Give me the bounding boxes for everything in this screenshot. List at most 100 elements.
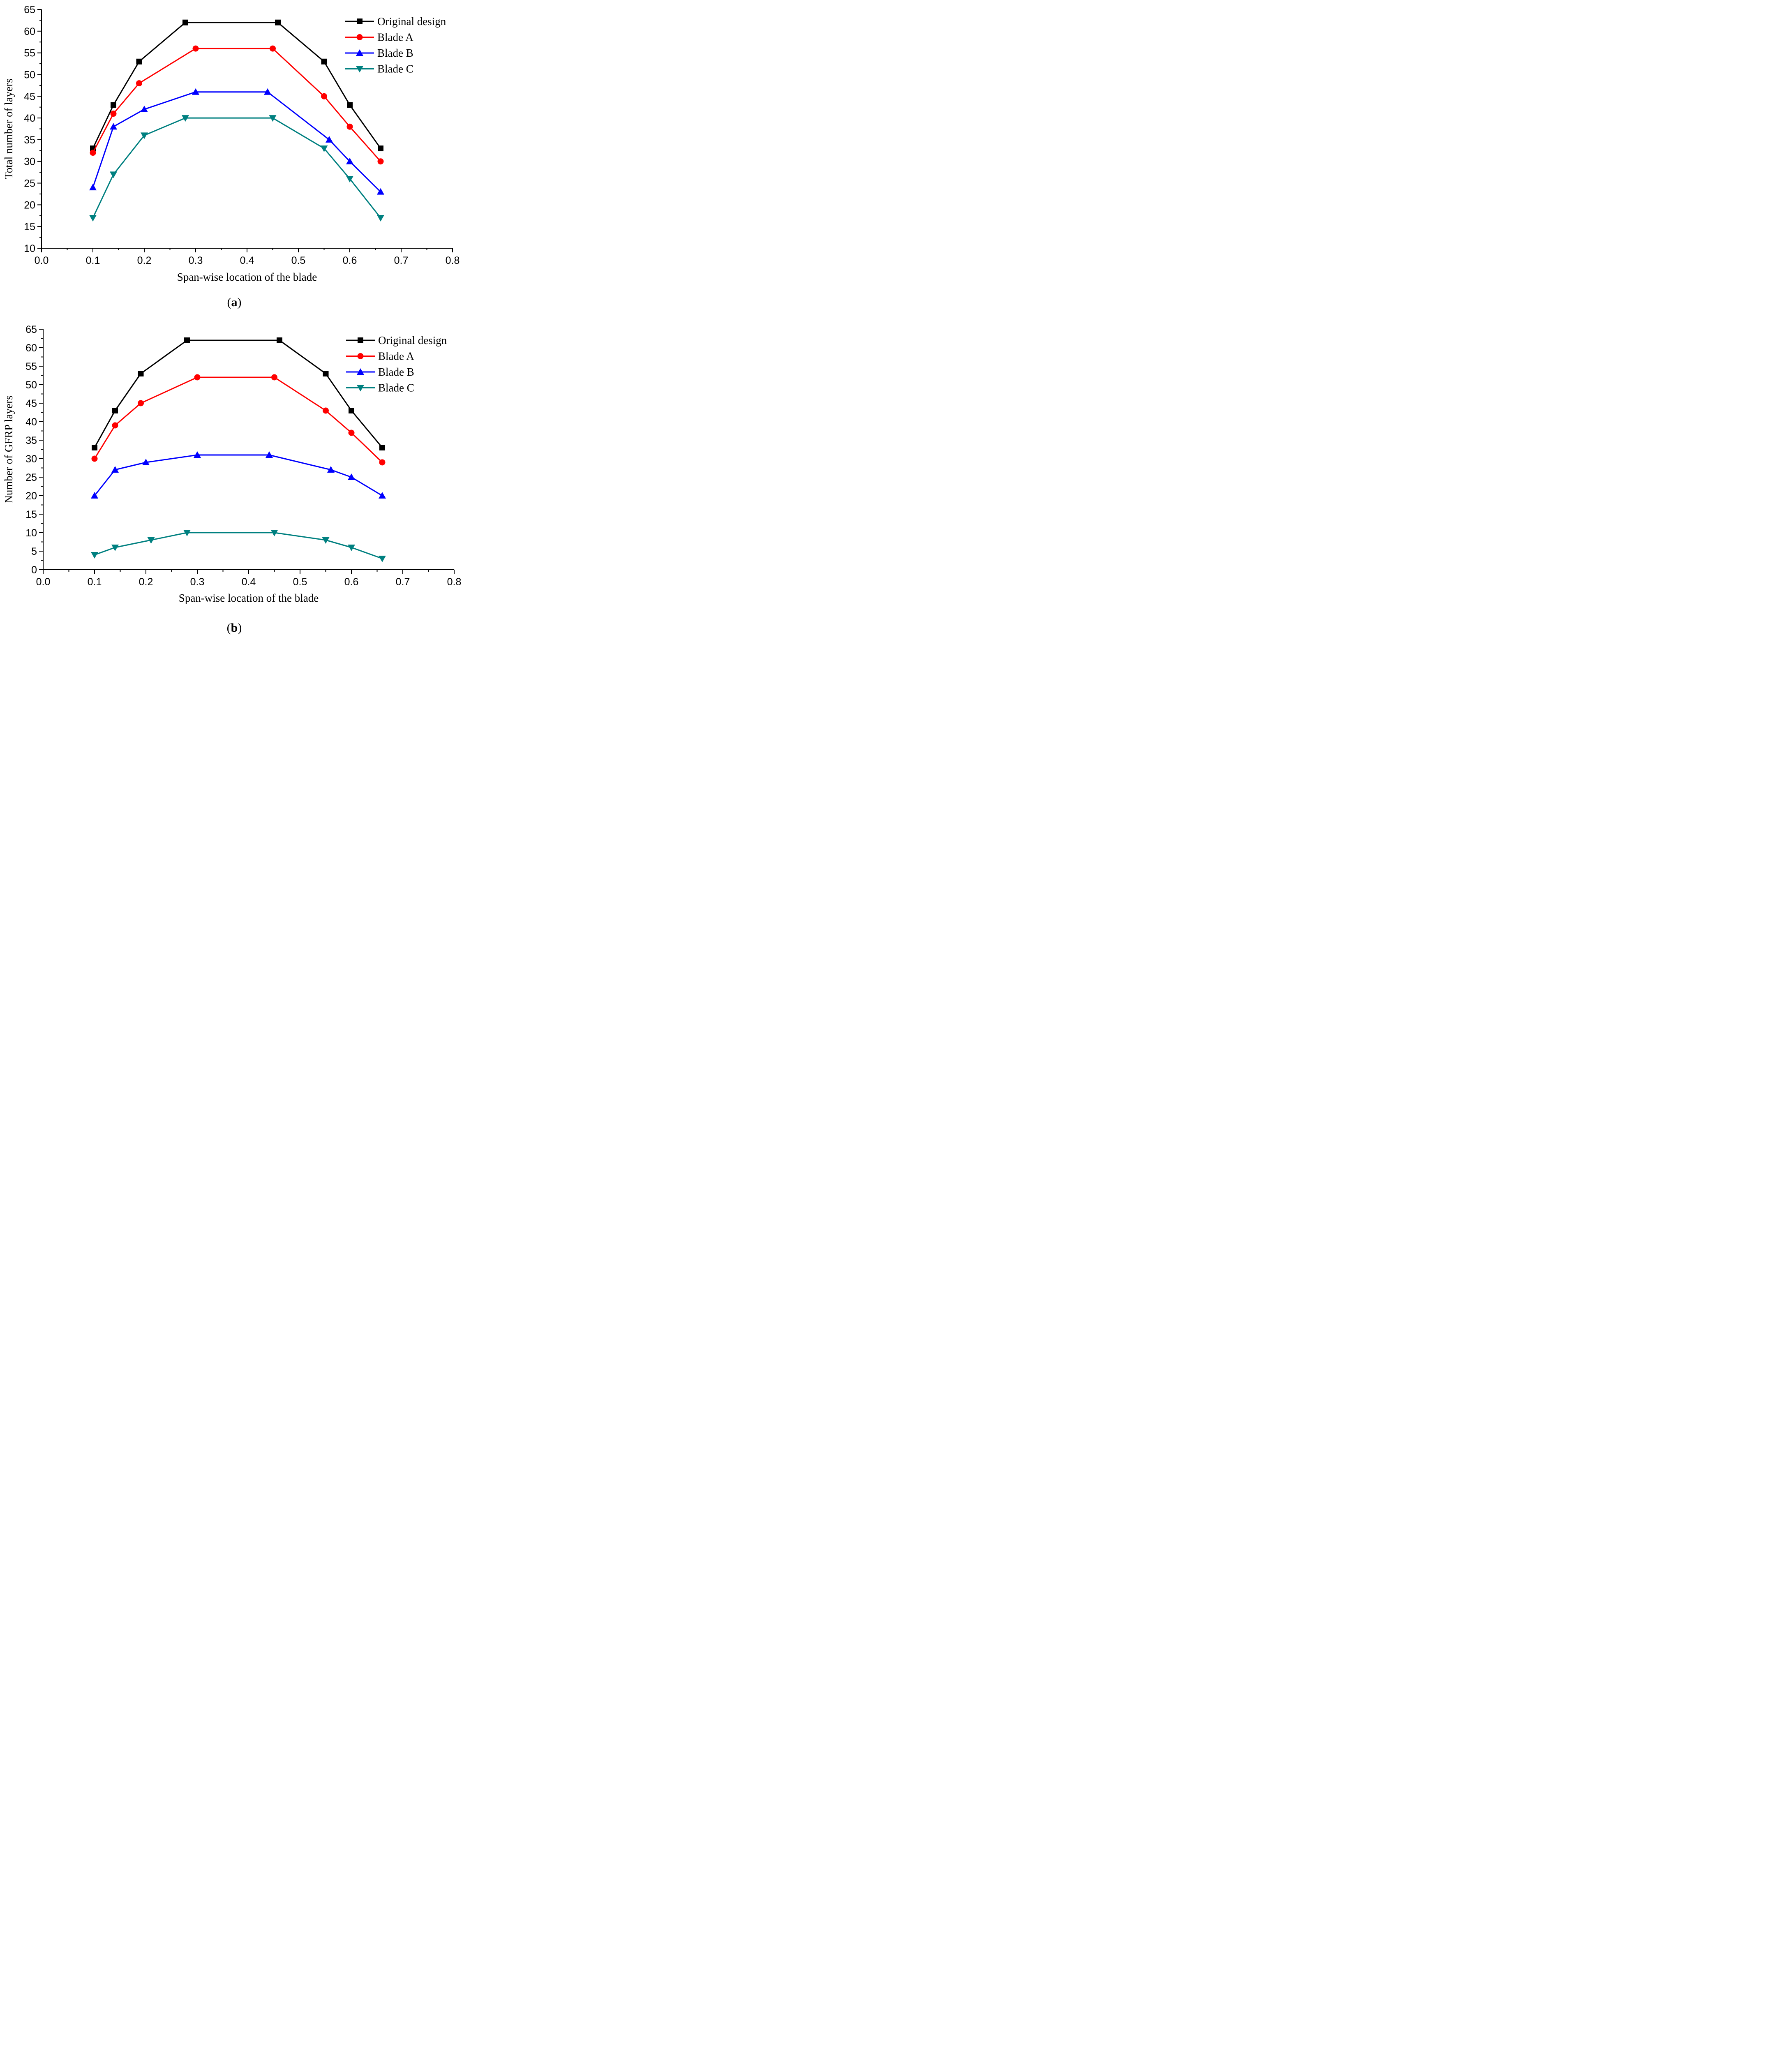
y-tick-label: 35 xyxy=(25,435,37,446)
series-line xyxy=(94,454,383,496)
chart-panel-a: 0.0 0.1 0.2 0.3 0.4 0.5 0.6 0.7 0.8 10 15 20 25 30 35 4… xyxy=(2,4,460,309)
x-tick-label: 0.4 xyxy=(240,255,254,266)
series-blade-b xyxy=(89,88,384,195)
legend-label: Blade B xyxy=(377,47,413,59)
data-point xyxy=(194,374,201,381)
x-tick-label: 0.5 xyxy=(293,576,307,588)
legend-entry: Original design xyxy=(346,334,447,346)
data-point xyxy=(110,111,117,117)
data-point xyxy=(377,188,384,195)
data-point xyxy=(147,537,155,544)
chart-panel-b: 0.0 0.1 0.2 0.3 0.4 0.5 0.6 0.7 0.8 0 5 10 15 20 25 30 3… xyxy=(2,324,461,635)
data-point xyxy=(192,45,199,52)
y-tick-label: 45 xyxy=(24,91,35,102)
series-blade-a xyxy=(90,45,384,165)
data-point xyxy=(141,132,148,139)
y-tick-label: 55 xyxy=(25,361,37,372)
data-point xyxy=(320,145,328,152)
data-point xyxy=(138,400,144,406)
data-point xyxy=(327,466,335,473)
data-point xyxy=(269,115,277,122)
y-tick-label: 65 xyxy=(25,324,37,335)
data-point xyxy=(136,58,142,65)
y-tick-label: 15 xyxy=(25,509,37,520)
data-point xyxy=(270,530,278,536)
data-point xyxy=(192,88,199,95)
data-point xyxy=(89,215,97,222)
data-point xyxy=(322,537,330,544)
data-point xyxy=(142,459,150,465)
series-original-design xyxy=(92,337,385,450)
data-point xyxy=(92,445,97,450)
legend-entry: Blade B xyxy=(345,47,413,59)
data-point xyxy=(182,19,188,25)
data-point xyxy=(138,371,144,376)
data-point xyxy=(323,371,329,376)
data-point xyxy=(112,422,118,429)
data-point xyxy=(194,451,201,458)
legend-label: Original design xyxy=(377,15,446,28)
x-tick-label: 0.7 xyxy=(396,576,410,588)
series-line xyxy=(92,22,381,149)
data-point xyxy=(349,408,354,413)
y-tick-label: 10 xyxy=(24,243,35,254)
panel-label: (b) xyxy=(227,621,242,635)
x-tick-label: 0.1 xyxy=(86,255,100,266)
data-point xyxy=(346,175,353,182)
legend-marker xyxy=(356,66,363,73)
legend-label: Blade C xyxy=(378,382,414,394)
y-tick-label: 45 xyxy=(25,398,37,409)
figure: 0.0 0.1 0.2 0.3 0.4 0.5 0.6 0.7 0.8 10 15 20 25 30 35 4… xyxy=(2,4,461,635)
series-line xyxy=(94,376,383,463)
series-line xyxy=(94,339,383,448)
data-point xyxy=(111,545,119,551)
x-tick-label: 0.6 xyxy=(344,576,359,588)
y-tick-label: 5 xyxy=(31,546,37,557)
x-tick-label: 0.3 xyxy=(189,255,203,266)
data-point xyxy=(183,530,191,536)
legend-marker xyxy=(357,368,364,375)
data-point xyxy=(379,459,386,466)
data-point xyxy=(111,102,116,108)
legend-entry: Original design xyxy=(345,15,446,28)
series-line xyxy=(92,91,381,192)
legend-marker xyxy=(357,385,364,392)
x-tick-label: 0.2 xyxy=(139,576,153,588)
x-tick-label: 0.7 xyxy=(394,255,409,266)
y-tick-label: 40 xyxy=(24,113,35,124)
y-tick-label: 25 xyxy=(25,472,37,483)
data-point xyxy=(275,19,281,25)
data-point xyxy=(91,492,98,499)
series-line xyxy=(94,532,383,559)
y-tick-label: 30 xyxy=(25,453,37,465)
legend-label: Blade A xyxy=(377,31,413,44)
y-tick-label: 0 xyxy=(31,564,37,576)
panel-label: (a) xyxy=(227,296,242,309)
series-blade-a xyxy=(91,374,386,466)
x-axis-title: Span-wise location of the blade xyxy=(177,271,317,283)
legend-marker xyxy=(356,49,363,56)
y-tick-label: 50 xyxy=(25,379,37,391)
data-point xyxy=(378,145,383,152)
data-point xyxy=(91,455,98,462)
data-point xyxy=(111,466,119,473)
legend-marker xyxy=(356,34,363,40)
legend-marker xyxy=(358,337,363,343)
data-point xyxy=(348,545,355,551)
data-point xyxy=(184,337,190,343)
data-point xyxy=(379,556,386,562)
data-point xyxy=(110,123,117,130)
data-point xyxy=(346,157,353,164)
data-point xyxy=(321,58,327,65)
x-tick-label: 0.0 xyxy=(35,255,49,266)
legend-entry: Blade C xyxy=(345,63,413,75)
data-point xyxy=(270,45,276,52)
data-point xyxy=(326,136,333,143)
legend-label: Blade C xyxy=(377,63,413,75)
series-blade-c xyxy=(89,115,384,222)
legend-label: Blade A xyxy=(378,350,414,363)
data-point xyxy=(136,80,142,87)
y-tick-label: 30 xyxy=(24,156,35,168)
y-tick-label: 25 xyxy=(24,178,35,189)
data-point xyxy=(323,407,329,414)
